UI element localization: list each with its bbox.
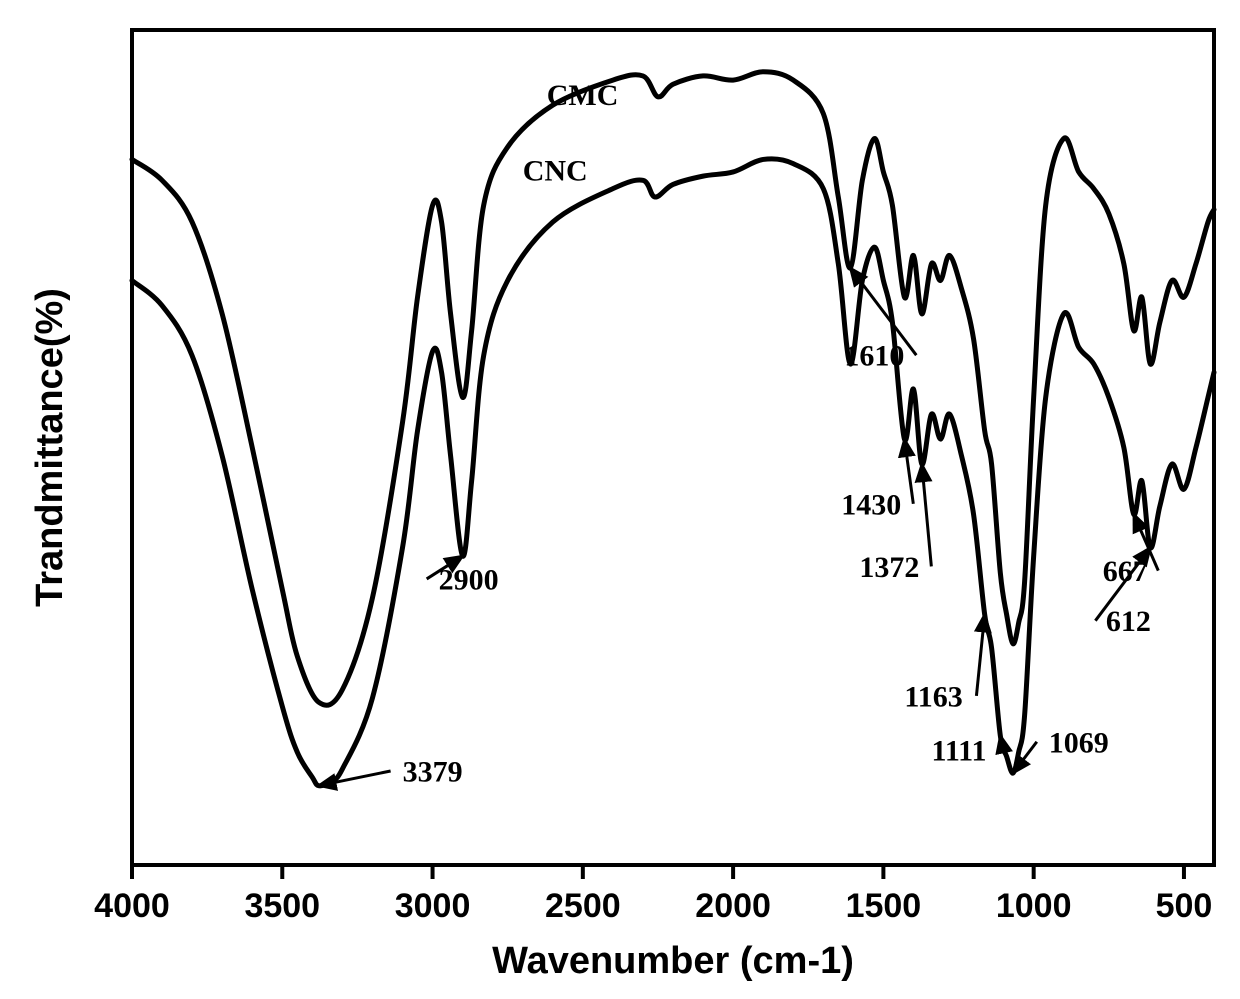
x-tick-label: 3500 bbox=[244, 887, 320, 925]
x-axis-label: Wavenumber (cm-1) bbox=[492, 940, 854, 982]
x-tick-labels: 4000 3500 3000 2500 2000 1500 1000 500 bbox=[94, 887, 1212, 925]
peak-arrow-1430 bbox=[904, 439, 913, 504]
x-tick-label: 500 bbox=[1156, 887, 1213, 925]
x-tick-label: 2000 bbox=[695, 887, 771, 925]
x-tick-label: 1000 bbox=[996, 887, 1072, 925]
peak-label-612: 612 bbox=[1106, 605, 1151, 638]
x-tick-label: 1500 bbox=[846, 887, 922, 925]
peak-arrow-1372 bbox=[922, 464, 931, 566]
x-tick-label: 4000 bbox=[94, 887, 170, 925]
peak-label-1372: 1372 bbox=[859, 551, 919, 584]
series-lines bbox=[132, 72, 1214, 786]
peak-label-1111: 1111 bbox=[931, 735, 986, 768]
peak-annotations: 33792900161014301372116311111069667612 bbox=[319, 268, 1159, 789]
peak-label-1610: 1610 bbox=[844, 340, 904, 373]
series-label-cnc: CNC bbox=[523, 154, 588, 187]
x-tick-label: 3000 bbox=[395, 887, 471, 925]
x-tick-label: 2500 bbox=[545, 887, 621, 925]
series-cnc bbox=[132, 159, 1214, 786]
ftir-chart: CMC CNC 4000 3500 3000 2500 2000 1500 1000 500 3… bbox=[0, 0, 1240, 999]
peak-label-2900: 2900 bbox=[439, 563, 499, 596]
peak-label-1163: 1163 bbox=[904, 680, 962, 713]
peak-label-1069: 1069 bbox=[1049, 726, 1109, 759]
y-axis-label: Trandmittance(%) bbox=[29, 288, 71, 607]
peak-label-1430: 1430 bbox=[841, 488, 901, 521]
series-cmc bbox=[132, 72, 1214, 706]
peak-arrow-1163 bbox=[976, 615, 984, 696]
series-label-cmc: CMC bbox=[547, 79, 619, 112]
series-labels: CMC CNC bbox=[523, 79, 619, 187]
chart-svg: CMC CNC 4000 3500 3000 2500 2000 1500 1000 500 3… bbox=[0, 0, 1240, 999]
peak-label-3379: 3379 bbox=[403, 756, 463, 789]
peak-arrow-3379 bbox=[319, 771, 391, 786]
